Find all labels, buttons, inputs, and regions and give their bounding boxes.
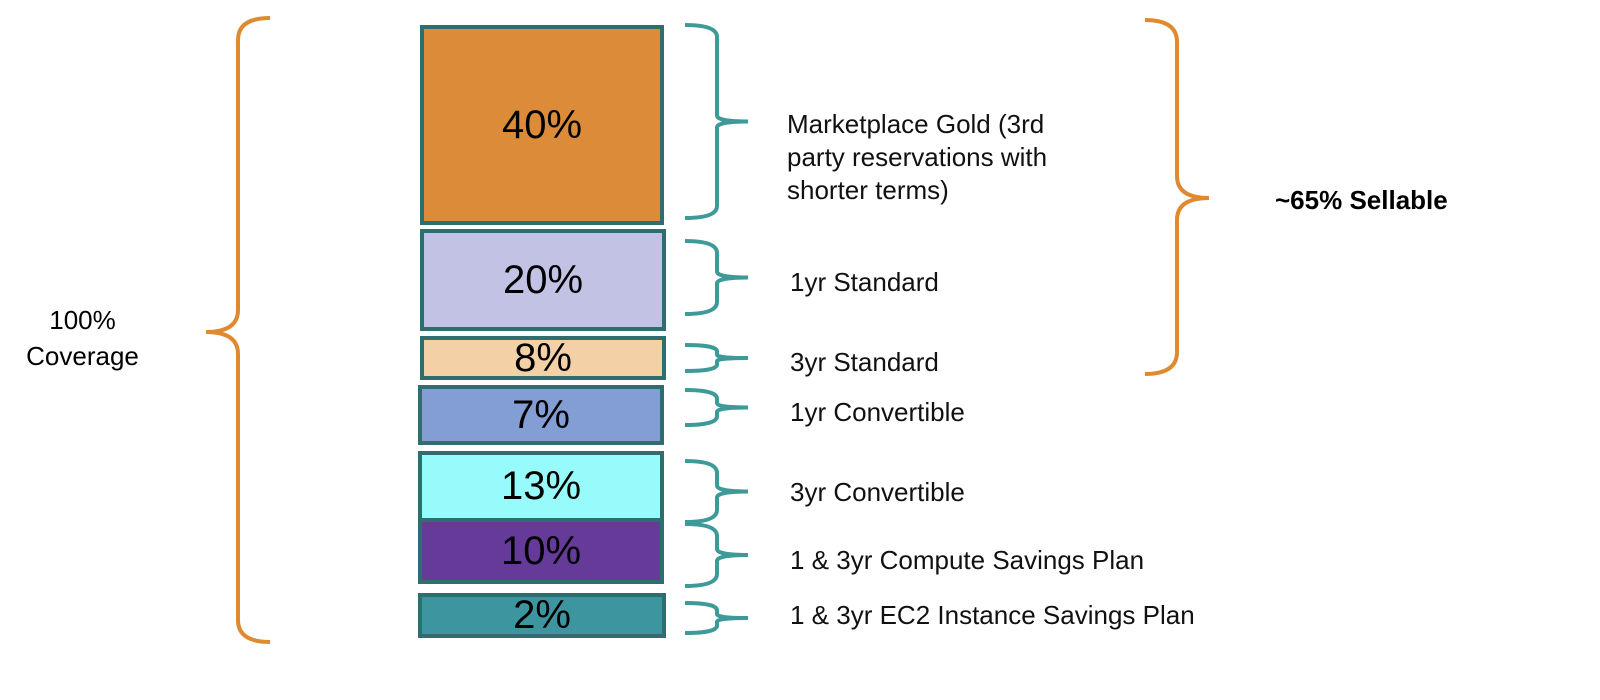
segment-value: 40%: [501, 102, 583, 147]
segment-value: 13%: [500, 464, 582, 508]
segment-bracket: [684, 343, 749, 373]
segment-box: 7%: [418, 385, 664, 445]
segment-label: 1yr Convertible: [790, 397, 965, 427]
segment-bracket: [684, 459, 749, 524]
sellable-label: ~65% Sellable: [1275, 185, 1448, 215]
segment-value: 7%: [512, 392, 570, 437]
segment-box: 2%: [418, 593, 666, 638]
segment-box: 20%: [420, 229, 666, 331]
segment-box: 13%: [418, 451, 664, 522]
total-label: 100% Coverage: [26, 305, 139, 371]
segment-value: 2%: [513, 593, 571, 637]
segment-label: 1 & 3yr Compute Savings Plan: [790, 545, 1145, 575]
segment-bracket: [684, 23, 749, 220]
total-bracket: [205, 16, 271, 644]
segment-label: 3yr Convertible: [790, 477, 965, 507]
segment-label: 1 & 3yr EC2 Instance Savings Plan: [790, 600, 1195, 630]
sellable-bracket: [1144, 18, 1210, 376]
segment-box: 40%: [420, 25, 664, 225]
segment-label: 3yr Standard: [790, 347, 939, 377]
segment-bracket: [684, 239, 749, 316]
segment-bracket: [684, 522, 749, 588]
segment-label: Marketplace Gold (3rd party reservations …: [787, 109, 1048, 205]
segment-value: 20%: [502, 257, 584, 302]
segment-bracket: [684, 388, 749, 427]
segment-value: 10%: [500, 528, 582, 573]
segment-box: 10%: [418, 518, 664, 584]
segment-bracket: [684, 601, 749, 635]
segment-value: 8%: [514, 335, 572, 380]
segment-box: 8%: [420, 336, 666, 380]
segment-label: 1yr Standard: [790, 267, 939, 297]
